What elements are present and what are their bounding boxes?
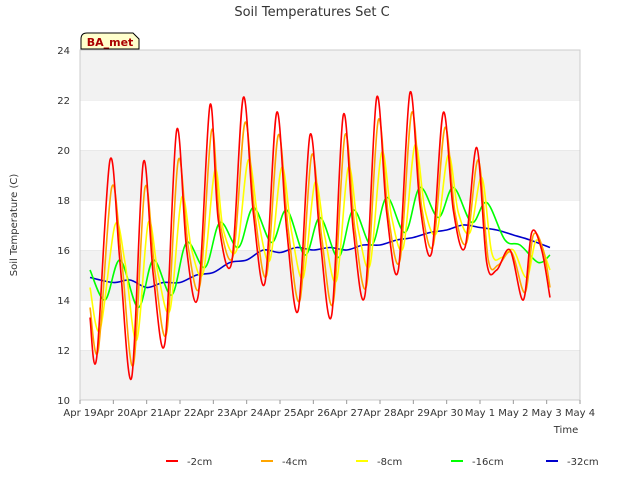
legend: -2cm -4cm -8cm -16cm -32cm [166,457,599,468]
x-tick-label: May 1 [465,408,495,419]
y-tick-label: 14 [57,296,70,307]
x-tick-label: Apr 26 [297,408,330,419]
y-tick-label: 10 [57,396,70,407]
y-tick-label: 24 [57,46,70,57]
annotation-label: BA_met [87,36,134,49]
grid-band [80,350,580,400]
x-tick-label: Apr 22 [163,408,196,419]
legend-label: -32cm [567,457,599,468]
x-tick-label: Apr 23 [197,408,230,419]
series-line--4cm [89,111,551,367]
legend-label: -16cm [472,457,504,468]
series-line--2cm [89,91,551,381]
legend-label: -8cm [377,457,402,468]
x-tick-label: Apr 27 [330,408,363,419]
grid-band [80,100,580,150]
grid-band [80,250,580,300]
x-tick-label: Apr 25 [263,408,296,419]
y-tick-label: 18 [57,196,70,207]
y-tick-label: 16 [57,246,70,257]
plot-area [79,49,581,401]
x-tick-label: Apr 24 [230,408,263,419]
chart-title: Soil Temperatures Set C [234,5,389,20]
legend-label: -2cm [187,457,212,468]
x-tick-label: Apr 19 [63,408,96,419]
y-axis-label: Soil Temperature (C) [9,174,20,277]
y-tick-label: 12 [57,346,70,357]
y-tick-label: 20 [57,146,70,157]
grid-band [80,150,580,200]
grid-band [80,50,580,100]
x-axis-label: Time [553,425,578,436]
x-tick-label: May 2 [498,408,528,419]
x-tick-label: Apr 30 [430,408,463,419]
x-tick-label: Apr 21 [130,408,163,419]
x-tick-label: May 3 [532,408,562,419]
x-tick-label: Apr 29 [397,408,430,419]
legend-label: -4cm [282,457,307,468]
annotation-badge: BA_met [80,32,140,50]
x-tick-label: Apr 28 [363,408,396,419]
x-tick-label: Apr 20 [97,408,130,419]
x-tick-label: May 4 [565,408,595,419]
y-tick-label: 22 [57,96,70,107]
grid-band [80,300,580,350]
